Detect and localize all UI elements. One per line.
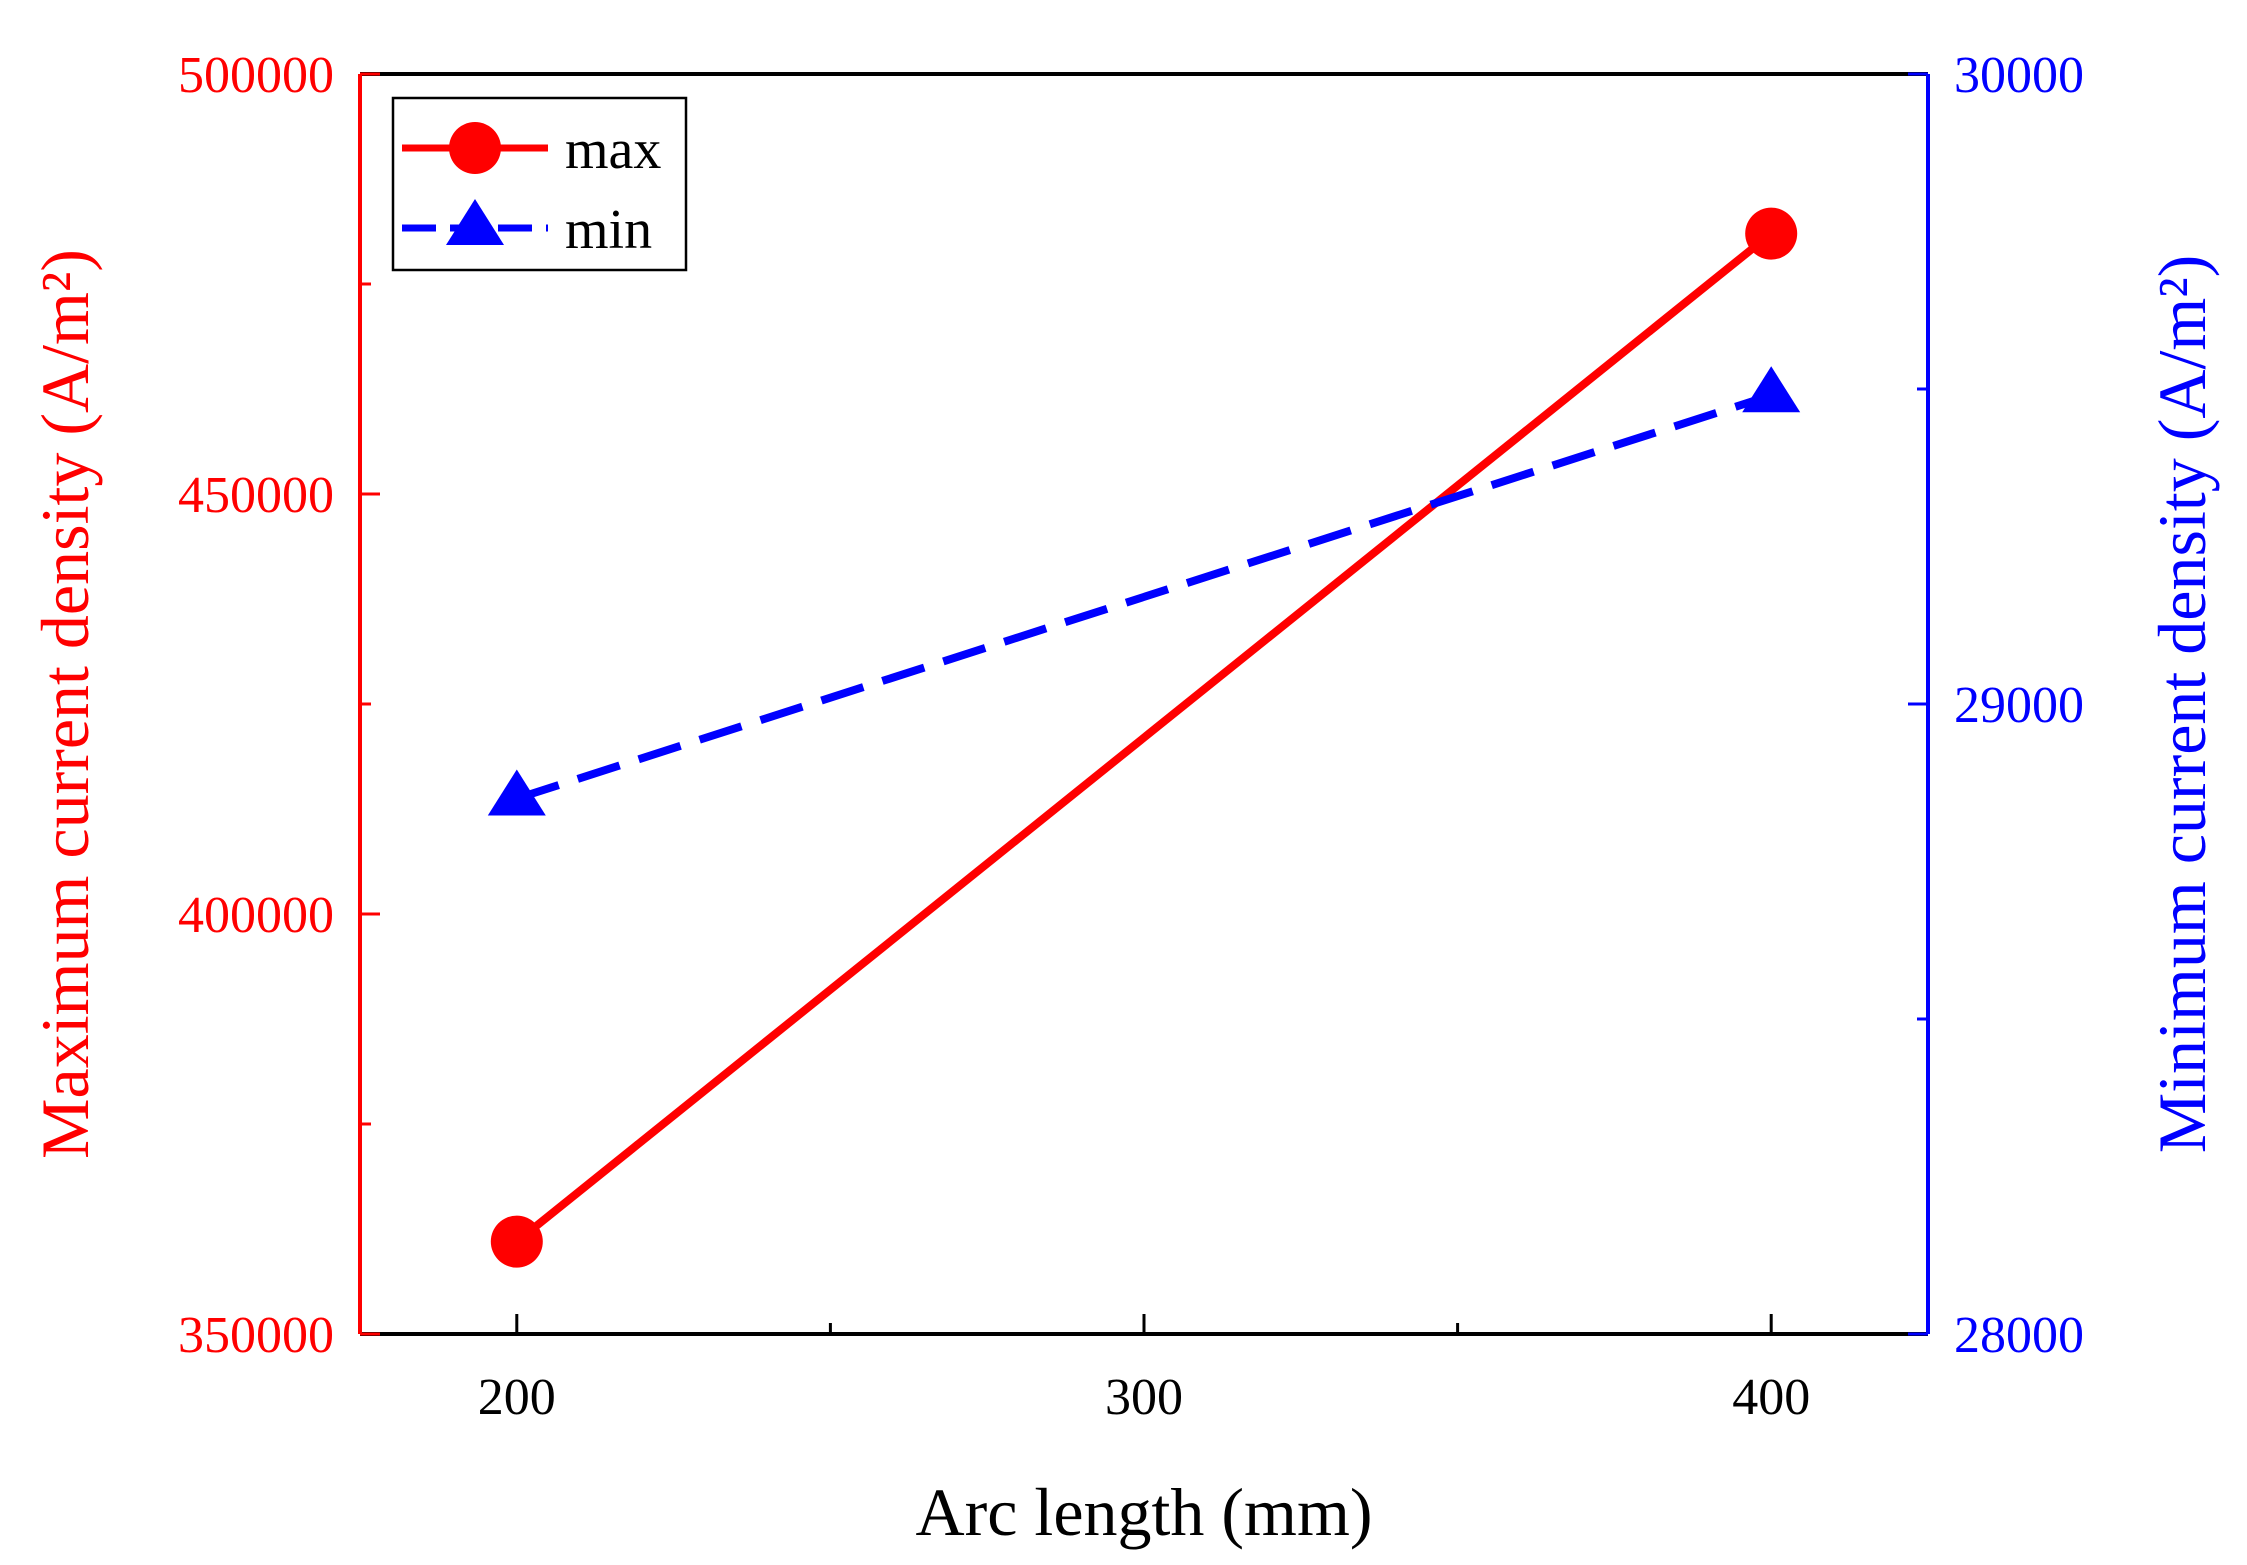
series-min-line — [515, 391, 1773, 803]
series-max-point — [1745, 207, 1798, 260]
series-min-point — [1742, 366, 1801, 413]
legend-min-label: min — [565, 199, 652, 261]
x-tick-label: 200 — [478, 1369, 556, 1426]
right-y-tick-label: 30000 — [1954, 47, 2084, 104]
right-y-tick-label: 29000 — [1954, 677, 2084, 734]
left-y-axis-title: Maximum current density (A/m²) — [27, 249, 103, 1159]
left-y-tick-label: 450000 — [178, 467, 334, 524]
right-y-axis-title: Minimum current density (A/m²) — [2144, 255, 2220, 1154]
x-axis-title: Arc length (mm) — [916, 1474, 1373, 1550]
legend-max-marker — [449, 122, 501, 174]
ticks-layer: 200 300 400 350000 400000 450000 500000 28000 29… — [178, 47, 2084, 1426]
left-y-tick-label: 400000 — [178, 887, 334, 944]
legend-min-marker — [446, 199, 504, 245]
series-min-point — [487, 769, 546, 816]
series-layer — [487, 207, 1801, 1268]
legend-max-label: max — [565, 119, 661, 181]
right-y-tick-label: 28000 — [1954, 1307, 2084, 1364]
legend: max min — [391, 96, 688, 272]
series-max-point — [490, 1215, 543, 1268]
left-y-tick-label: 500000 — [178, 47, 334, 104]
series-max-line — [514, 230, 1774, 1245]
left-y-tick-label: 350000 — [178, 1307, 334, 1364]
legend-box — [391, 96, 688, 272]
x-tick-label: 400 — [1732, 1369, 1810, 1426]
x-tick-label: 300 — [1105, 1369, 1183, 1426]
